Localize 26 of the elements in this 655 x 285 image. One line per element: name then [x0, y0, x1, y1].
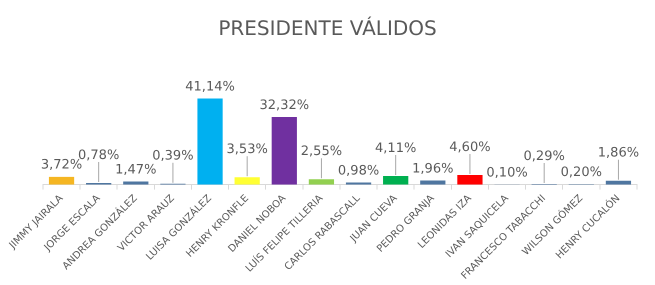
data-label: 0,10%: [486, 165, 528, 180]
bar: [383, 176, 408, 185]
data-label: 0,29%: [524, 148, 565, 164]
data-label: 32,32%: [260, 98, 310, 113]
data-label: 2,55%: [300, 144, 342, 160]
bar: [308, 179, 334, 185]
bar: [457, 174, 483, 185]
bar: [234, 177, 260, 185]
bar: [48, 176, 74, 185]
data-label: 1,96%: [412, 161, 454, 176]
data-label: 0,98%: [338, 163, 380, 178]
bar: [123, 182, 148, 185]
bar: [420, 180, 446, 185]
data-label: 4,60%: [449, 140, 491, 155]
chart-title: PRESIDENTE VÁLIDOS: [218, 16, 437, 40]
data-label: 0,20%: [560, 165, 602, 180]
bar: [272, 116, 297, 185]
data-label: 0,39%: [152, 148, 194, 164]
data-label: 3,53%: [226, 142, 268, 158]
bar: [197, 98, 223, 185]
data-label: 41,14%: [185, 79, 235, 94]
data-label: 0,78%: [78, 148, 120, 163]
data-label: 1,47%: [115, 162, 156, 178]
bar: [606, 180, 632, 185]
data-label: 4,11%: [375, 140, 416, 156]
data-label: 1,86%: [598, 146, 640, 161]
